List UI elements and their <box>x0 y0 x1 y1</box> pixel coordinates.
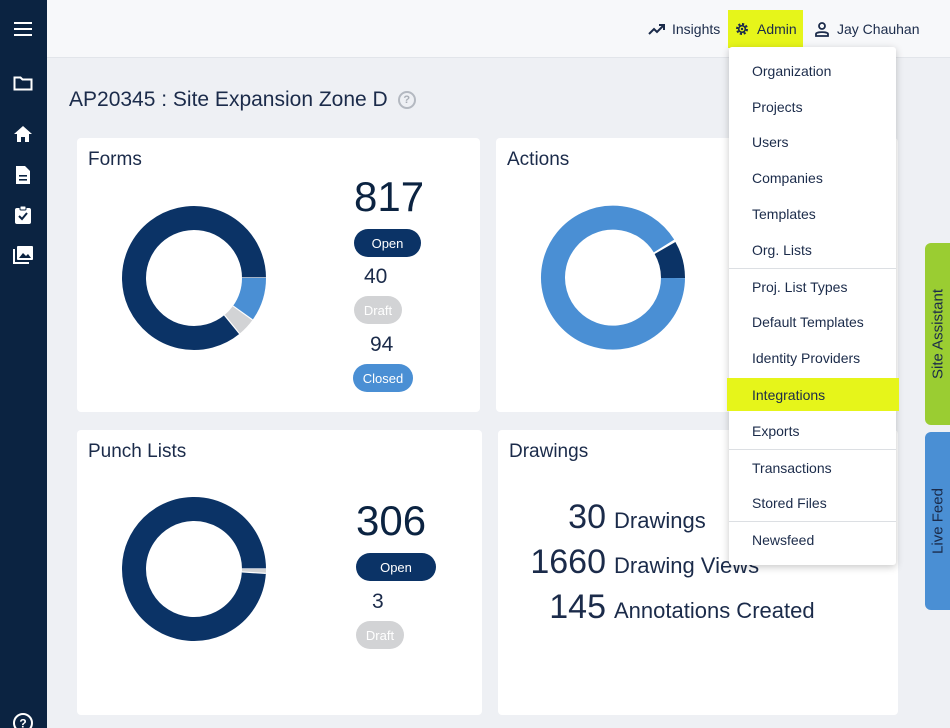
folder-icon[interactable] <box>11 71 35 95</box>
punch-lists-open-badge[interactable]: Open <box>356 553 436 581</box>
menu-item-projects[interactable]: Projects <box>752 98 803 115</box>
menu-item-organization[interactable]: Organization <box>752 62 832 79</box>
person-icon <box>815 22 829 37</box>
forms-donut-segment-open <box>122 206 266 350</box>
menu-item-transactions[interactable]: Transactions <box>752 459 832 476</box>
user-menu-button[interactable]: Jay Chauhan <box>808 10 926 48</box>
annotations-label: Annotations Created <box>614 598 815 623</box>
insights-button[interactable]: Insights <box>642 10 726 48</box>
annotations-count: 145 <box>549 588 606 626</box>
punch-lists-donut-chart <box>122 497 266 641</box>
admin-dropdown-menu: Organization Projects Users Companies Te… <box>727 47 899 565</box>
sidebar: ? <box>0 0 47 728</box>
menu-item-stored-files[interactable]: Stored Files <box>752 494 827 511</box>
drawing-views-count: 1660 <box>530 543 606 581</box>
menu-item-identity-providers[interactable]: Identity Providers <box>752 349 861 366</box>
punch-lists-donut-separator <box>241 571 266 574</box>
forms-closed-count: 94 <box>370 333 394 356</box>
drawings-card-title: Drawings <box>509 441 589 462</box>
hamburger-menu-icon[interactable] <box>11 17 35 41</box>
menu-item-exports[interactable]: Exports <box>752 422 800 439</box>
drawings-label: Drawings <box>614 508 706 533</box>
project-title: AP20345 : Site Expansion Zone D <box>69 88 388 111</box>
gear-icon <box>736 23 748 35</box>
menu-item-newsfeed[interactable]: Newsfeed <box>752 531 815 548</box>
site-assistant-label: Site Assistant <box>929 288 946 380</box>
forms-donut-chart <box>122 206 266 350</box>
drawings-stat-row[interactable]: 30 Drawings <box>498 498 706 537</box>
admin-label: Admin <box>757 21 797 37</box>
annotations-stat-row[interactable]: 145 Annotations Created <box>498 588 815 627</box>
trending-up-icon <box>648 24 665 35</box>
menu-item-integrations[interactable]: Integrations <box>727 378 899 411</box>
forms-card[interactable]: Forms 817 Open 40 Draft 94 Closed <box>77 138 480 412</box>
menu-separator <box>729 449 896 450</box>
actions-donut-segment-closed <box>541 205 685 350</box>
document-icon[interactable] <box>11 163 35 187</box>
actions-card-title: Actions <box>507 149 570 170</box>
menu-separator <box>729 268 896 269</box>
actions-donut-chart <box>541 205 686 350</box>
forms-donut-segment-draft <box>224 305 253 334</box>
forms-open-badge[interactable]: Open <box>354 229 421 257</box>
insights-label: Insights <box>672 21 721 37</box>
photo-library-icon[interactable] <box>11 243 35 267</box>
punch-lists-draft-badge[interactable]: Draft <box>356 621 404 649</box>
menu-item-templates[interactable]: Templates <box>752 205 816 222</box>
menu-item-default-templates[interactable]: Default Templates <box>752 313 864 330</box>
forms-draft-count: 40 <box>364 265 388 288</box>
forms-closed-badge[interactable]: Closed <box>353 364 413 392</box>
forms-donut-segment-closed <box>232 277 266 320</box>
drawing-views-stat-row[interactable]: 1660 Drawing Views <box>498 543 759 582</box>
forms-donut-separator <box>223 314 241 335</box>
live-feed-tab[interactable]: Live Feed <box>925 432 950 610</box>
actions-donut-segment-open <box>654 242 686 279</box>
punch-lists-draft-count: 3 <box>372 590 384 613</box>
menu-item-companies[interactable]: Companies <box>752 169 823 186</box>
page-title: AP20345 : Site Expansion Zone D ? <box>69 88 416 112</box>
svg-text:?: ? <box>19 717 26 728</box>
help-circle-icon[interactable]: ? <box>397 91 416 109</box>
admin-button[interactable]: Admin <box>728 10 803 48</box>
live-feed-label: Live Feed <box>929 488 946 554</box>
forms-draft-badge[interactable]: Draft <box>354 296 402 324</box>
punch-lists-donut-segment-open <box>122 497 266 641</box>
help-icon[interactable]: ? <box>11 711 35 728</box>
punch-lists-card-title: Punch Lists <box>88 441 187 462</box>
home-icon[interactable] <box>11 122 35 146</box>
site-assistant-tab[interactable]: Site Assistant <box>925 243 950 425</box>
forms-card-title: Forms <box>88 149 142 170</box>
menu-item-org-lists[interactable]: Org. Lists <box>752 241 812 258</box>
forms-donut-separator <box>232 305 253 321</box>
forms-open-count: 817 <box>354 173 425 220</box>
punch-lists-card[interactable]: Punch Lists 306 Open 3 Draft <box>77 430 482 715</box>
drawings-count: 30 <box>568 498 606 536</box>
menu-separator <box>729 521 896 522</box>
menu-item-users[interactable]: Users <box>752 133 789 150</box>
clipboard-check-icon[interactable] <box>11 203 35 227</box>
menu-item-proj-list-types[interactable]: Proj. List Types <box>752 278 848 295</box>
punch-lists-open-count: 306 <box>356 497 427 544</box>
user-name: Jay Chauhan <box>837 21 920 37</box>
